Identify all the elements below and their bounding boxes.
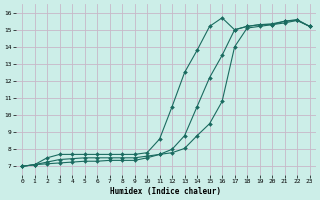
X-axis label: Humidex (Indice chaleur): Humidex (Indice chaleur) <box>110 187 221 196</box>
